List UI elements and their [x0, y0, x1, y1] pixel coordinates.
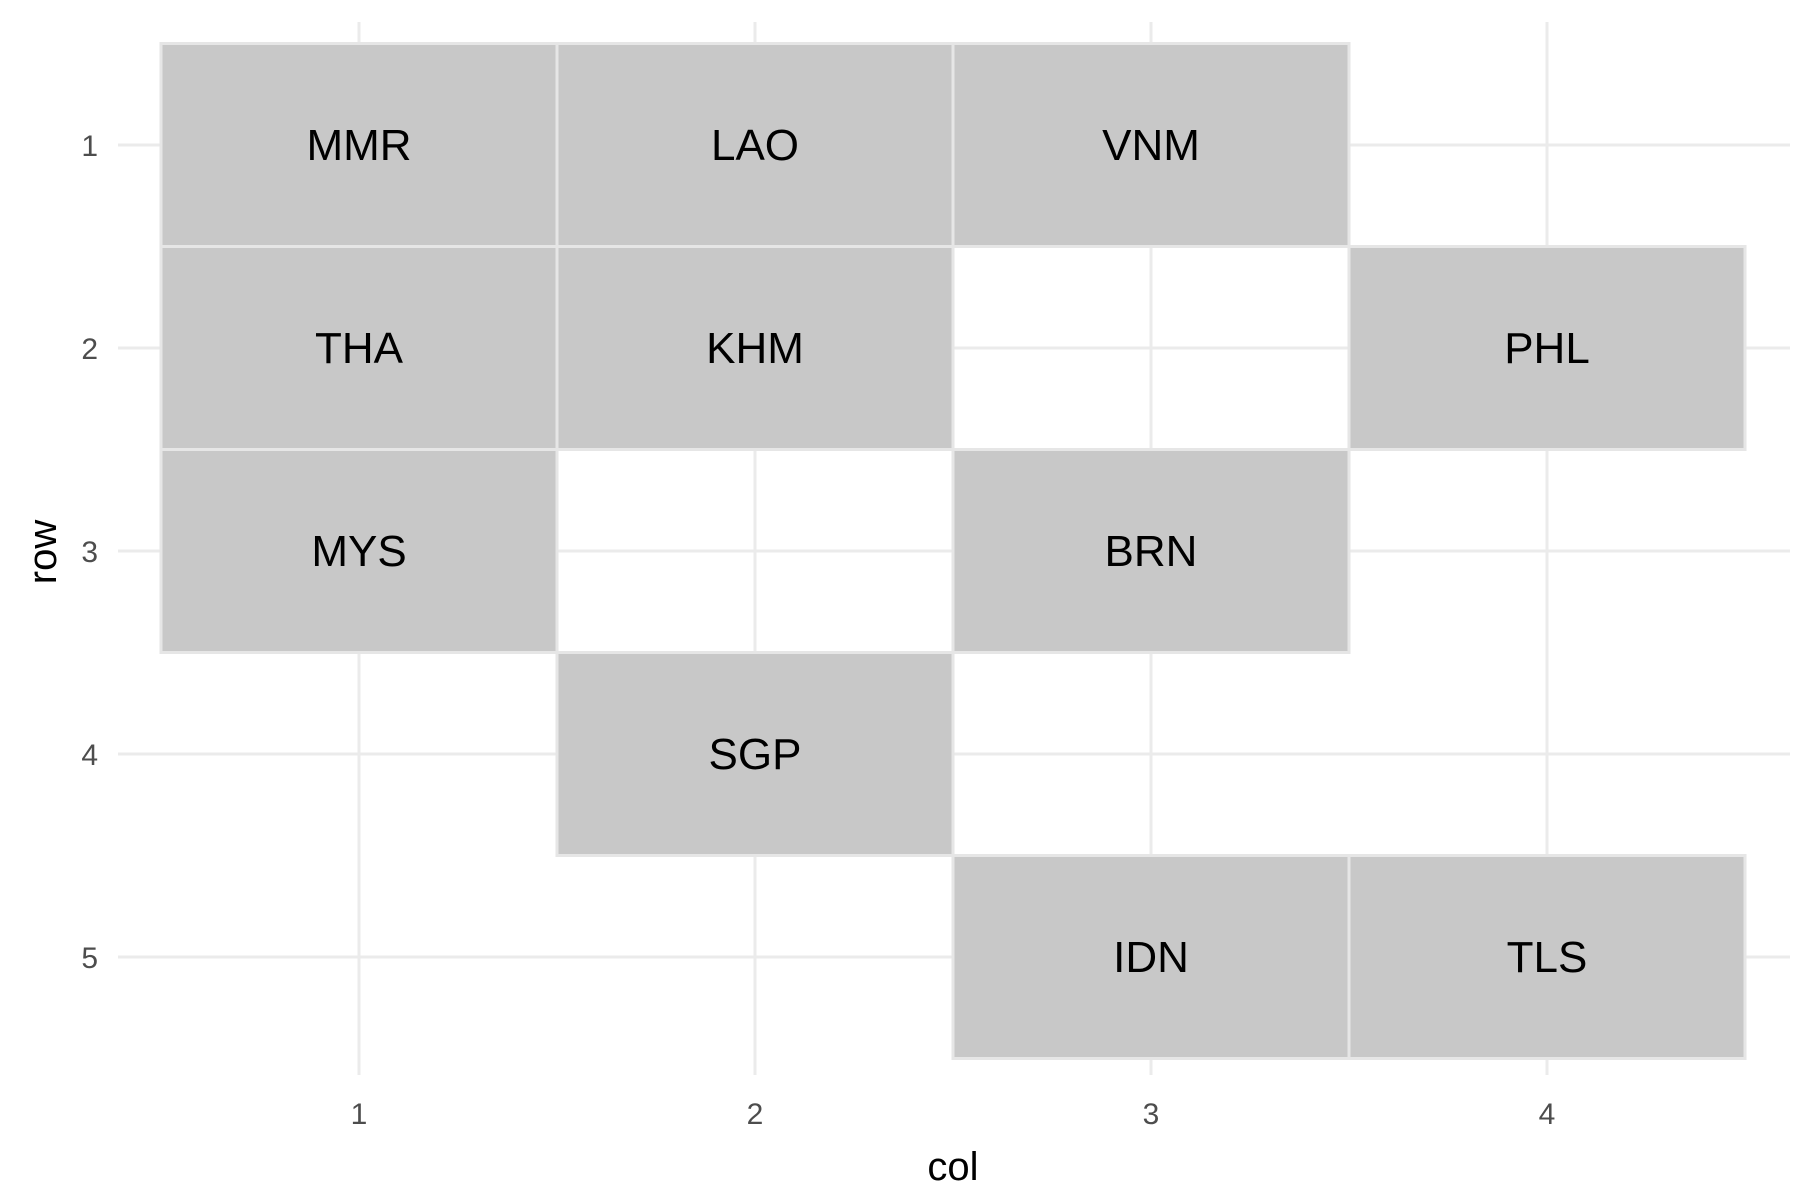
tile-vnm: [951, 42, 1351, 248]
tile-tls: [1347, 854, 1747, 1060]
tile-label-khm: KHM: [706, 324, 804, 373]
y-axis-ticks: 1 2 3 4 5: [81, 130, 98, 975]
y-tick-label: 2: [81, 333, 98, 366]
tile-label-tls: TLS: [1507, 933, 1588, 982]
x-axis-title: col: [927, 1145, 978, 1189]
tile-sgp: [555, 651, 955, 857]
y-axis-title: row: [21, 520, 65, 585]
tile-labels: MMR LAO VNM THA KHM PHL MYS BRN SGP IDN TLS: [306, 121, 1589, 982]
tile-label-phl: PHL: [1504, 324, 1590, 373]
x-tick-label: 2: [747, 1098, 764, 1131]
tile-mys: [159, 448, 559, 654]
tile-brn: [951, 448, 1351, 654]
tile-phl: [1347, 245, 1747, 451]
tile-label-sgp: SGP: [709, 730, 802, 779]
tile-label-tha: THA: [315, 324, 404, 373]
y-tick-label: 3: [81, 536, 98, 569]
tile-khm: [555, 245, 955, 451]
tiles: [159, 42, 1747, 1060]
x-tick-label: 1: [351, 1098, 368, 1131]
x-tick-label: 3: [1143, 1098, 1160, 1131]
tile-label-brn: BRN: [1105, 527, 1198, 576]
x-axis-ticks: 1 2 3 4: [351, 1098, 1556, 1131]
tile-label-vnm: VNM: [1102, 121, 1200, 170]
y-tick-label: 5: [81, 942, 98, 975]
y-tick-label: 1: [81, 130, 98, 163]
tile-label-mmr: MMR: [306, 121, 411, 170]
tile-label-mys: MYS: [311, 527, 406, 576]
tile-label-idn: IDN: [1113, 933, 1189, 982]
tile-idn: [951, 854, 1351, 1060]
y-tick-label: 4: [81, 739, 98, 772]
x-tick-label: 4: [1539, 1098, 1556, 1131]
tile-label-lao: LAO: [711, 121, 799, 170]
